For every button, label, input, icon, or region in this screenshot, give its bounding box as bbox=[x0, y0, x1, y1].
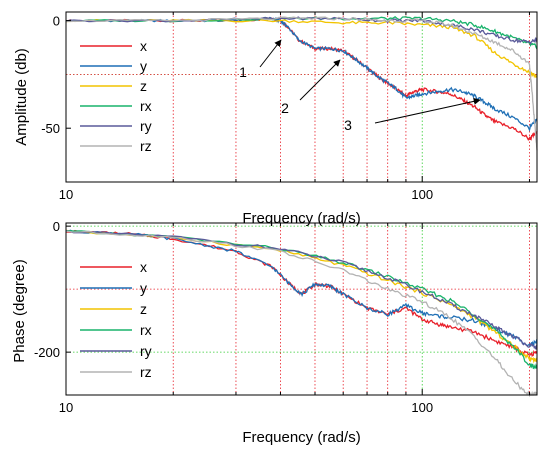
y-tick-label: -50 bbox=[41, 121, 60, 136]
series-group bbox=[65, 15, 538, 151]
series-line-z bbox=[65, 18, 538, 79]
annotation-arrow bbox=[259, 39, 282, 68]
annotation-label: 2 bbox=[281, 100, 289, 116]
annotation-arrow bbox=[299, 59, 341, 101]
series-line-y bbox=[65, 16, 538, 132]
x-axis-label: Frequency (rad/s) bbox=[242, 429, 360, 446]
legend-label: x bbox=[140, 259, 147, 275]
series-line-rz bbox=[65, 16, 538, 151]
legend-label: x bbox=[140, 38, 147, 54]
plot-frame bbox=[65, 222, 538, 396]
legend-label: ry bbox=[140, 118, 152, 134]
y-axis-label: Phase (degree) bbox=[11, 259, 28, 362]
series-line-x bbox=[65, 16, 538, 142]
series-line-rx bbox=[65, 230, 538, 370]
annotation-label: 3 bbox=[344, 117, 352, 133]
x-tick-label: 10 bbox=[59, 187, 73, 202]
legend-label: y bbox=[140, 58, 147, 74]
annotation-label: 1 bbox=[239, 64, 247, 80]
y-tick-label: -200 bbox=[34, 345, 60, 360]
series-line-y bbox=[65, 229, 538, 348]
legend-label: z bbox=[140, 78, 147, 94]
annotations: 1 2 3 bbox=[239, 39, 481, 133]
legend-label: y bbox=[140, 280, 147, 296]
legend-label: rx bbox=[140, 322, 152, 338]
x-tick-label: 10 bbox=[59, 400, 73, 415]
series-line-ry bbox=[65, 229, 538, 350]
legend-label: rz bbox=[140, 138, 152, 154]
phase-panel: 10 100 0 -200 Frequency (rad/s) Phase (degree… bbox=[11, 219, 538, 446]
x-tick-label: 100 bbox=[411, 187, 433, 202]
legend-label: z bbox=[140, 301, 147, 317]
x-tick-label: 100 bbox=[411, 400, 433, 415]
grid bbox=[66, 12, 537, 182]
legend: xyz rx ry rz bbox=[80, 38, 152, 154]
x-ticks bbox=[65, 12, 530, 182]
legend-label: rz bbox=[140, 364, 152, 380]
legend-label: ry bbox=[140, 343, 152, 359]
legend-label: rx bbox=[140, 98, 152, 114]
series-line-ry bbox=[65, 16, 538, 46]
annotation-arrow bbox=[374, 97, 481, 124]
y-tick-label: 0 bbox=[53, 14, 60, 29]
legend: xyz rx ry rz bbox=[80, 259, 152, 380]
y-axis-label: Amplitude (db) bbox=[13, 48, 30, 146]
y-tick-label: 0 bbox=[53, 219, 60, 234]
series-line-x bbox=[65, 229, 538, 357]
x-ticks bbox=[65, 223, 530, 395]
plot-frame bbox=[65, 11, 538, 183]
series-group bbox=[65, 229, 538, 398]
series-line-z bbox=[65, 229, 538, 364]
series-line-rz bbox=[65, 230, 538, 398]
